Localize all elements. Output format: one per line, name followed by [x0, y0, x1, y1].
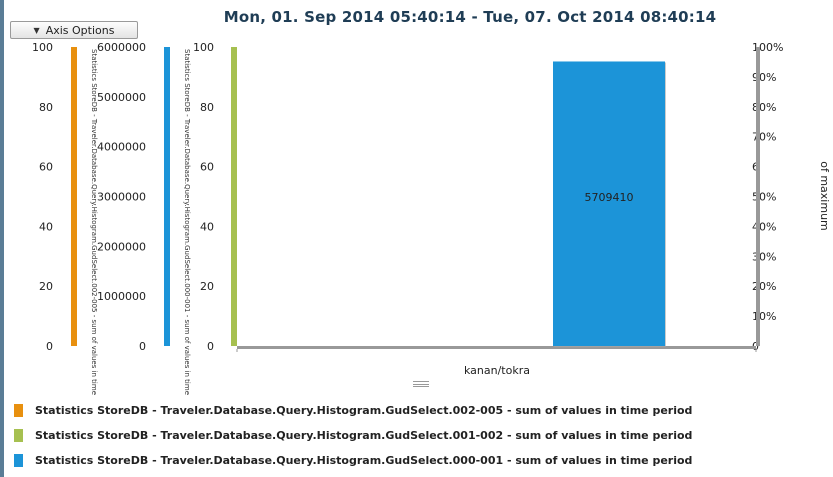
resize-grip-icon[interactable] [413, 381, 429, 387]
axis-000-001-tick-label: 5000000 [97, 91, 146, 104]
axis-percent-tick-label: 6 [752, 161, 759, 174]
x-tick-label: kanan/tokra [464, 364, 530, 377]
axis-options-button[interactable]: ▼ Axis Options [10, 21, 138, 39]
axis-label-percent: of maximum [818, 161, 831, 231]
legend-label: Statistics StoreDB - Traveler.Database.Q… [35, 429, 693, 442]
axis-bar-001-002 [231, 47, 237, 346]
legend-item[interactable]: Statistics StoreDB - Traveler.Database.Q… [14, 448, 692, 473]
axis-002-005-tick-label: 20 [39, 280, 53, 293]
axis-percent-tick-label: 30% [752, 250, 776, 263]
axis-000-001-tick-label: 6000000 [97, 41, 146, 54]
legend-swatch [14, 454, 23, 467]
axis-002-005-tick-label: 60 [39, 161, 53, 174]
axis-001-002-tick-label: 40 [200, 220, 214, 233]
axis-percent-tick-label: 70% [752, 131, 776, 144]
legend-swatch [14, 429, 23, 442]
axis-label-002-005: Statistics StoreDB - Traveler.Database.Q… [90, 49, 98, 395]
axis-000-001-tick-label: 1000000 [97, 290, 146, 303]
axis-000-001-tick-label: 0 [139, 340, 146, 353]
triangle-down-icon: ▼ [33, 25, 40, 35]
axis-bar-002-005 [71, 47, 77, 346]
axis-percent-tick-label: 90% [752, 71, 776, 84]
axis-percent-tick-label: 80% [752, 101, 776, 114]
legend-label: Statistics StoreDB - Traveler.Database.Q… [35, 454, 693, 467]
axis-001-002-tick-label: 0 [207, 340, 214, 353]
axis-bar-000-001 [164, 47, 170, 346]
bar-000-001 [553, 61, 665, 346]
bar-data-label: 5709410 [585, 191, 634, 204]
legend-item[interactable]: Statistics StoreDB - Traveler.Database.Q… [14, 423, 692, 448]
x-axis-line [237, 346, 756, 349]
axis-001-002-tick-label: 20 [200, 280, 214, 293]
axis-000-001-tick-label: 4000000 [97, 141, 146, 154]
axis-percent-tick-label: 10% [752, 310, 776, 323]
axis-002-005-tick-label: 100 [32, 41, 53, 54]
legend-label: Statistics StoreDB - Traveler.Database.Q… [35, 404, 693, 417]
axis-000-001-tick-label: 2000000 [97, 240, 146, 253]
legend: Statistics StoreDB - Traveler.Database.Q… [14, 398, 692, 473]
axis-001-002-tick-label: 80 [200, 101, 214, 114]
axis-options-label: Axis Options [45, 23, 115, 37]
axis-001-002-tick-label: 100 [193, 41, 214, 54]
axis-002-005-tick-label: 40 [39, 220, 53, 233]
axis-label-000-001: Statistics StoreDB - Traveler.Database.Q… [183, 49, 191, 395]
axis-percent-tick-label: 20% [752, 280, 776, 293]
axis-002-005-tick-label: 0 [46, 340, 53, 353]
axis-000-001-tick-label: 3000000 [97, 191, 146, 204]
chart-title: Mon, 01. Sep 2014 05:40:14 - Tue, 07. Oc… [223, 8, 717, 26]
axis-percent-tick-label: 50% [752, 191, 776, 204]
axis-001-002-tick-label: 60 [200, 161, 214, 174]
window-edge [0, 0, 4, 477]
axis-002-005-tick-label: 80 [39, 101, 53, 114]
legend-item[interactable]: Statistics StoreDB - Traveler.Database.Q… [14, 398, 692, 423]
axis-bar-percent [756, 47, 760, 346]
legend-swatch [14, 404, 23, 417]
axis-percent-tick-label: 40% [752, 220, 776, 233]
